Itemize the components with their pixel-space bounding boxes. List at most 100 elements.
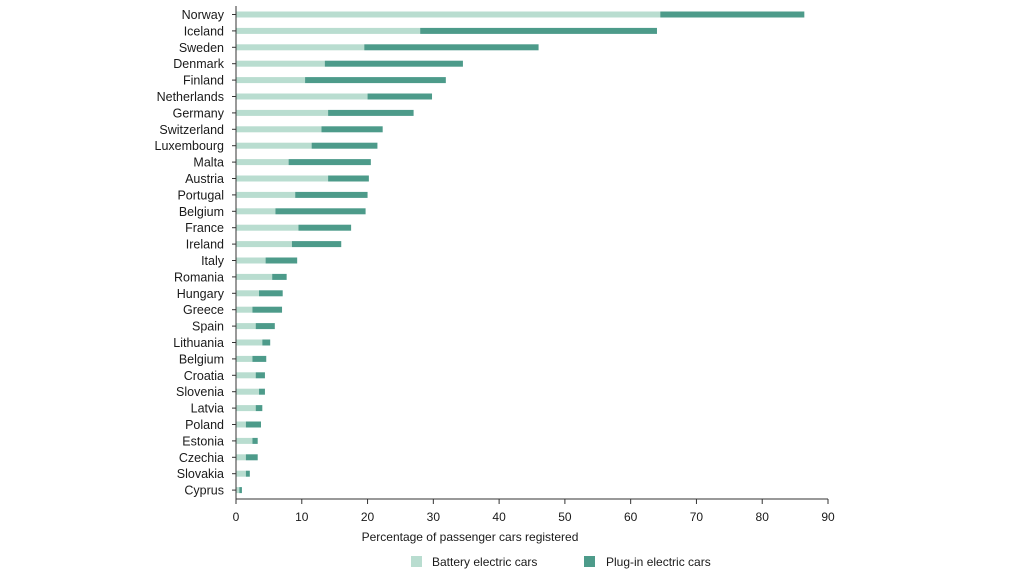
category-label-estonia: Estonia bbox=[182, 434, 224, 448]
bar-battery-hungary bbox=[236, 290, 260, 297]
bar-battery-portugal bbox=[236, 191, 296, 198]
category-label-norway: Norway bbox=[182, 8, 225, 22]
category-label-finland: Finland bbox=[183, 74, 224, 88]
bar-plugin-luxembourg bbox=[311, 142, 378, 149]
category-label-netherlands: Netherlands bbox=[157, 90, 224, 104]
x-tick-label-30: 30 bbox=[427, 510, 441, 524]
category-label-sweden: Sweden bbox=[179, 41, 224, 55]
bar-plugin-cyprus bbox=[239, 487, 242, 494]
x-tick-label-90: 90 bbox=[821, 510, 835, 524]
bar-battery-finland bbox=[236, 77, 306, 84]
category-label-germany: Germany bbox=[173, 106, 225, 120]
bar-battery-luxembourg bbox=[236, 142, 312, 149]
bar-plugin-slovakia bbox=[245, 470, 250, 477]
bar-battery-netherlands bbox=[236, 93, 368, 100]
bar-battery-poland bbox=[236, 421, 246, 428]
bar-plugin-austria bbox=[328, 175, 369, 182]
category-label-greece: Greece bbox=[183, 303, 224, 317]
bar-battery-italy bbox=[236, 257, 266, 264]
category-label-portugal: Portugal bbox=[177, 188, 224, 202]
category-label-ireland: Ireland bbox=[186, 238, 224, 252]
bar-plugin-czechia bbox=[245, 454, 258, 461]
bar-plugin-portugal bbox=[295, 191, 368, 198]
bar-battery-greece bbox=[236, 306, 253, 313]
bar-battery-belgium bbox=[236, 208, 276, 215]
bar-plugin-sweden bbox=[364, 44, 539, 51]
x-tick-label-20: 20 bbox=[361, 510, 375, 524]
bar-plugin-iceland bbox=[420, 27, 657, 34]
category-label-latvia: Latvia bbox=[191, 402, 224, 416]
bar-battery-spain bbox=[236, 323, 256, 330]
category-label-poland: Poland bbox=[185, 418, 224, 432]
category-label-austria: Austria bbox=[185, 172, 224, 186]
x-tick-label-10: 10 bbox=[295, 510, 309, 524]
bar-plugin-malta bbox=[288, 159, 371, 166]
bar-plugin-norway bbox=[660, 11, 805, 18]
category-label-croatia: Croatia bbox=[184, 369, 224, 383]
legend-label-battery: Battery electric cars bbox=[432, 555, 537, 569]
bar-plugin-hungary bbox=[259, 290, 283, 297]
bar-plugin-greece bbox=[252, 306, 283, 313]
category-label-slovenia: Slovenia bbox=[176, 385, 224, 399]
bar-plugin-belgium bbox=[252, 355, 267, 362]
bar-plugin-latvia bbox=[255, 405, 263, 412]
bar-battery-iceland bbox=[236, 27, 421, 34]
bar-battery-sweden bbox=[236, 44, 365, 51]
category-label-romania: Romania bbox=[174, 270, 224, 284]
x-tick-label-40: 40 bbox=[492, 510, 506, 524]
category-label-denmark: Denmark bbox=[173, 57, 224, 71]
bar-battery-latvia bbox=[236, 405, 256, 412]
bar-battery-slovenia bbox=[236, 388, 260, 395]
bar-plugin-lithuania bbox=[262, 339, 271, 346]
category-label-spain: Spain bbox=[192, 320, 224, 334]
bar-plugin-romania bbox=[272, 273, 287, 280]
bar-plugin-slovenia bbox=[259, 388, 265, 395]
bar-battery-france bbox=[236, 224, 299, 231]
bar-plugin-denmark bbox=[324, 60, 463, 67]
legend-swatch-battery bbox=[411, 556, 422, 567]
bar-battery-croatia bbox=[236, 372, 256, 379]
x-tick-label-60: 60 bbox=[624, 510, 638, 524]
bar-plugin-spain bbox=[255, 323, 275, 330]
category-label-belgium: Belgium bbox=[179, 205, 224, 219]
x-tick-label-70: 70 bbox=[690, 510, 704, 524]
category-label-italy: Italy bbox=[201, 254, 225, 268]
x-tick-label-80: 80 bbox=[756, 510, 770, 524]
bar-battery-slovakia bbox=[236, 470, 246, 477]
category-label-belgium: Belgium bbox=[179, 352, 224, 366]
bar-plugin-italy bbox=[265, 257, 298, 264]
bar-plugin-netherlands bbox=[367, 93, 433, 100]
bar-plugin-belgium bbox=[275, 208, 366, 215]
x-tick-label-50: 50 bbox=[558, 510, 572, 524]
category-label-lithuania: Lithuania bbox=[173, 336, 224, 350]
category-label-malta: Malta bbox=[193, 156, 224, 170]
category-label-slovakia: Slovakia bbox=[177, 467, 224, 481]
legend-label-plugin: Plug-in electric cars bbox=[606, 555, 711, 569]
x-tick-label-0: 0 bbox=[233, 510, 240, 524]
bar-plugin-germany bbox=[328, 109, 414, 116]
bar-plugin-estonia bbox=[252, 437, 258, 444]
category-label-iceland: Iceland bbox=[184, 24, 224, 38]
bar-battery-belgium bbox=[236, 355, 253, 362]
bar-plugin-france bbox=[298, 224, 352, 231]
bar-battery-norway bbox=[236, 11, 661, 18]
bar-battery-czechia bbox=[236, 454, 246, 461]
x-axis-title: Percentage of passenger cars registered bbox=[362, 530, 579, 544]
bar-battery-cyprus bbox=[236, 487, 240, 494]
legend-swatch-plugin bbox=[584, 556, 595, 567]
category-label-czechia: Czechia bbox=[179, 451, 224, 465]
bar-plugin-finland bbox=[305, 77, 446, 84]
bar-battery-germany bbox=[236, 109, 329, 116]
bar-battery-denmark bbox=[236, 60, 325, 67]
category-label-cyprus: Cyprus bbox=[184, 484, 224, 498]
bar-battery-romania bbox=[236, 273, 273, 280]
bar-battery-lithuania bbox=[236, 339, 263, 346]
bar-plugin-poland bbox=[245, 421, 261, 428]
category-label-france: France bbox=[185, 221, 224, 235]
bar-battery-ireland bbox=[236, 241, 292, 248]
bar-battery-malta bbox=[236, 159, 289, 166]
category-label-luxembourg: Luxembourg bbox=[155, 139, 225, 153]
category-label-hungary: Hungary bbox=[177, 287, 225, 301]
bar-battery-austria bbox=[236, 175, 329, 182]
